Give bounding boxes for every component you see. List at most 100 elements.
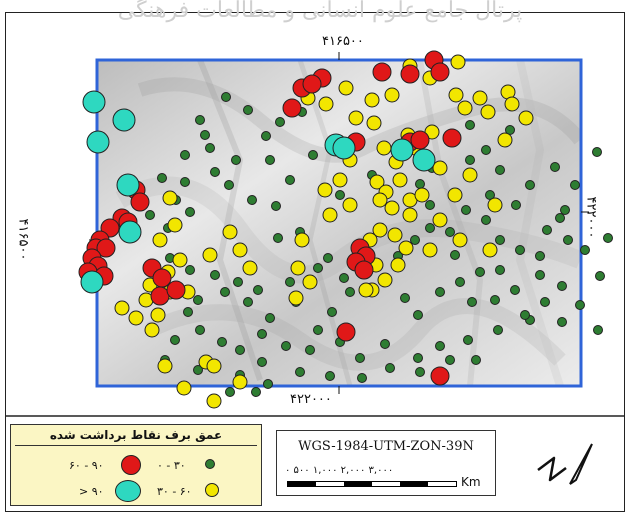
sample-point-green xyxy=(475,267,485,277)
legend-symbol-medium xyxy=(205,483,219,497)
sample-point-green xyxy=(253,285,263,295)
sample-point-red xyxy=(430,62,450,82)
map-frame xyxy=(5,12,625,512)
sample-point-green xyxy=(413,310,423,320)
sample-point-green xyxy=(603,233,613,243)
coord-label-right: ۴۲۲۰۰۰ xyxy=(583,196,599,239)
sample-point-yellow xyxy=(157,358,173,374)
sample-point-green xyxy=(481,145,491,155)
sample-point-cyan xyxy=(332,136,356,160)
sample-point-yellow xyxy=(472,90,488,106)
sample-point-green xyxy=(195,325,205,335)
sample-point-green xyxy=(445,355,455,365)
sample-point-green xyxy=(413,353,423,363)
sample-point-green xyxy=(525,180,535,190)
sample-point-yellow xyxy=(452,232,468,248)
legend: عمق برف نقاط برداشت شده ۶۰ - ۹۰ ۰ - ۳۰ >… xyxy=(10,424,262,506)
sample-point-green xyxy=(595,271,605,281)
sample-point-yellow xyxy=(392,172,408,188)
sample-point-green xyxy=(145,210,155,220)
sample-point-green xyxy=(247,195,257,205)
sample-point-green xyxy=(493,325,503,335)
sample-point-yellow xyxy=(487,197,503,213)
sample-point-green xyxy=(570,180,580,190)
sample-point-green xyxy=(550,162,560,172)
legend-symbol-small xyxy=(205,459,215,469)
sample-point-yellow xyxy=(384,87,400,103)
sample-point-yellow xyxy=(372,192,388,208)
sample-point-green xyxy=(221,92,231,102)
sample-point-yellow xyxy=(294,232,310,248)
sample-point-cyan xyxy=(118,220,142,244)
sample-point-green xyxy=(510,285,520,295)
sample-point-green xyxy=(593,325,603,335)
sample-point-yellow xyxy=(480,104,496,120)
sample-point-yellow xyxy=(232,242,248,258)
sample-point-green xyxy=(461,205,471,215)
sample-point-yellow xyxy=(366,115,382,131)
sample-point-yellow xyxy=(448,87,464,103)
sample-point-yellow xyxy=(414,187,430,203)
coord-label-top: ۴۱۶۵۰۰ xyxy=(322,34,364,49)
sample-point-yellow xyxy=(358,282,374,298)
sample-point-yellow xyxy=(167,217,183,233)
sample-point-green xyxy=(313,263,323,273)
coord-label-bottom: ۴۲۲۰۰۰ xyxy=(290,392,332,407)
sample-point-yellow xyxy=(504,96,520,112)
sample-point-green xyxy=(339,273,349,283)
sample-point-green xyxy=(560,205,570,215)
sample-point-cyan xyxy=(390,138,414,162)
sample-point-yellow xyxy=(462,167,478,183)
legend-symbol-xlarge xyxy=(115,480,141,502)
sample-point-green xyxy=(555,213,565,223)
sample-point-green xyxy=(520,310,530,320)
sample-point-yellow xyxy=(150,307,166,323)
sample-point-yellow xyxy=(332,172,348,188)
sample-point-yellow xyxy=(222,224,238,240)
sample-point-yellow xyxy=(450,54,466,70)
sample-point-green xyxy=(425,223,435,233)
sample-point-yellow xyxy=(364,92,380,108)
sample-point-green xyxy=(257,329,267,339)
sample-point-red xyxy=(282,98,302,118)
sample-point-green xyxy=(210,270,220,280)
legend-symbol-large xyxy=(121,455,141,475)
sample-point-green xyxy=(580,245,590,255)
sample-point-red xyxy=(130,192,150,212)
sample-point-green xyxy=(495,165,505,175)
sample-point-green xyxy=(495,235,505,245)
sample-point-green xyxy=(435,287,445,297)
sample-point-green xyxy=(465,120,475,130)
scale-unit: Km xyxy=(461,475,481,489)
sample-point-green xyxy=(233,277,243,287)
sample-point-yellow xyxy=(432,160,448,176)
sample-point-yellow xyxy=(152,232,168,248)
sample-point-red xyxy=(430,366,450,386)
legend-label-small: ۰ - ۳۰ xyxy=(157,459,186,472)
sample-point-cyan xyxy=(116,173,140,197)
sample-point-green xyxy=(305,345,315,355)
sample-point-green xyxy=(313,325,323,335)
sample-point-green xyxy=(224,180,234,190)
sample-point-green xyxy=(325,371,335,381)
sample-point-yellow xyxy=(348,110,364,126)
sample-point-green xyxy=(445,227,455,237)
sample-point-yellow xyxy=(376,140,392,156)
projection-label: WGS-1984-UTM-ZON-39N xyxy=(298,439,474,454)
sample-point-green xyxy=(295,367,305,377)
sample-point-green xyxy=(170,335,180,345)
sample-point-red xyxy=(354,260,374,280)
sample-point-green xyxy=(183,307,193,317)
sample-point-green xyxy=(535,270,545,280)
sample-point-green xyxy=(200,130,210,140)
legend-label-medium: ۳۰ - ۶۰ xyxy=(157,485,192,498)
sample-point-red xyxy=(336,322,356,342)
sample-point-green xyxy=(217,337,227,347)
sample-point-yellow xyxy=(202,247,218,263)
sample-point-green xyxy=(180,177,190,187)
legend-title: عمق برف نقاط برداشت شده xyxy=(49,428,223,442)
sample-point-yellow xyxy=(387,227,403,243)
sample-point-yellow xyxy=(497,132,513,148)
sample-point-yellow xyxy=(518,110,534,126)
